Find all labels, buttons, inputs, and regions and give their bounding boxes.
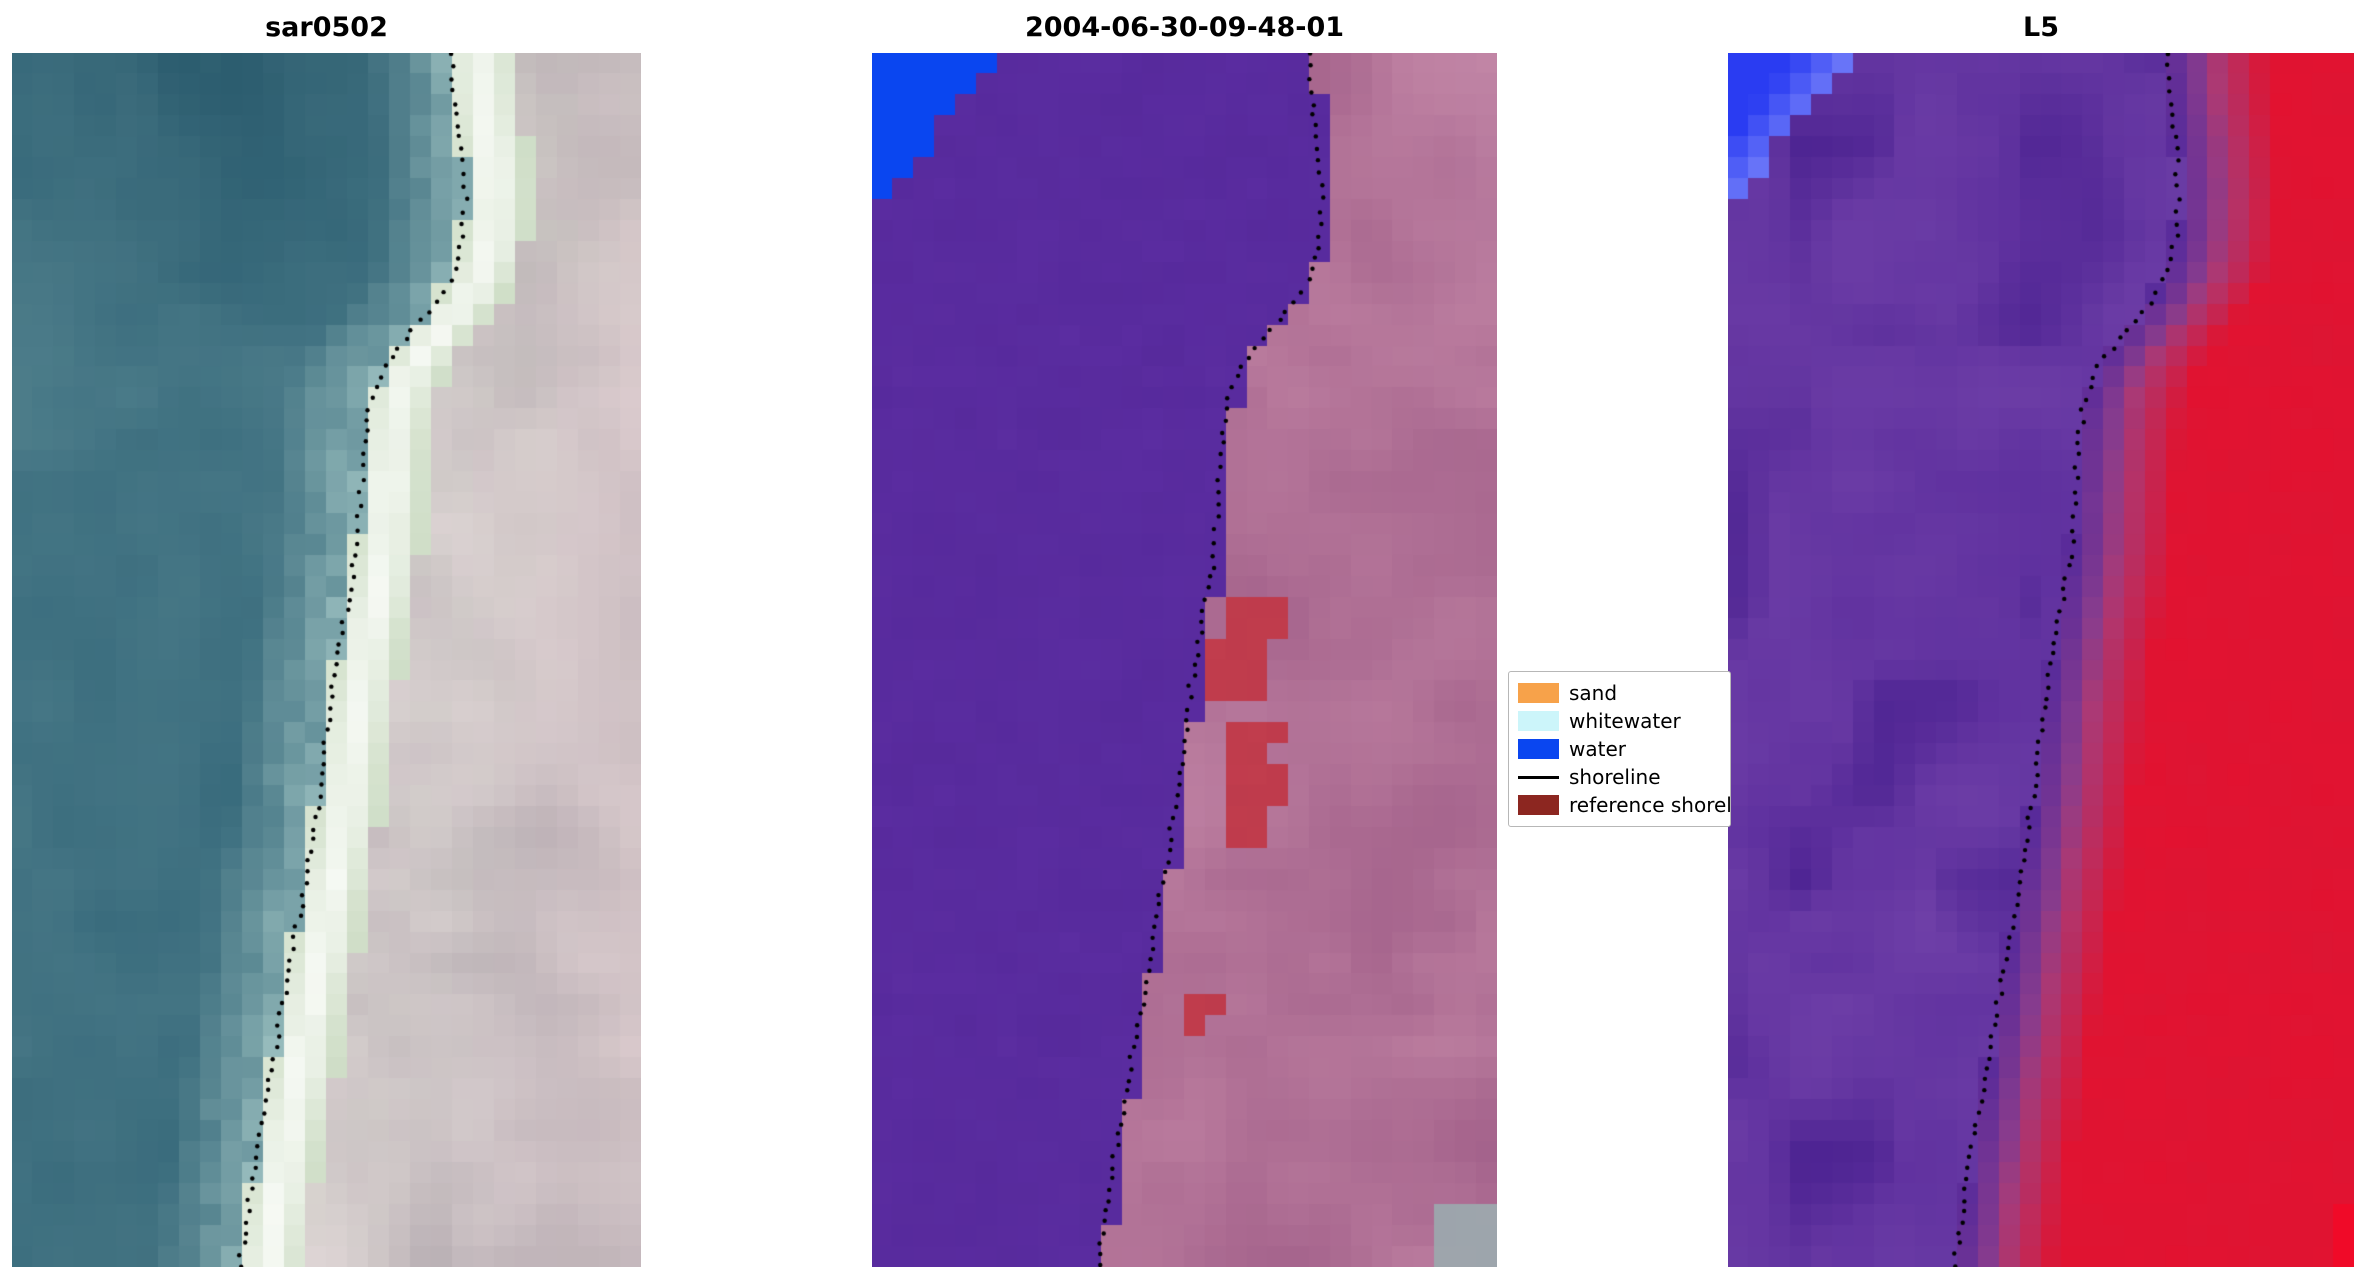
legend-item-whitewater: whitewater [1518, 707, 1730, 735]
legend-label-shoreline: shoreline [1569, 765, 1661, 789]
panel-title-datetime: 2004-06-30-09-48-01 [1024, 12, 1345, 43]
classified-image-panel [872, 53, 1497, 1267]
sar-image-panel [12, 53, 641, 1267]
legend-item-sand: sand [1518, 679, 1730, 707]
panel-title-sar0502: sar0502 [265, 12, 388, 43]
legend-label-whitewater: whitewater [1569, 709, 1681, 733]
legend-item-water: water [1518, 735, 1730, 763]
whitewater-swatch [1518, 711, 1559, 731]
shoreline-line-swatch [1518, 775, 1559, 779]
panel-title-l5: L5 [2023, 12, 2059, 43]
legend-item-shoreline: shoreline [1518, 763, 1730, 791]
legend: sand whitewater water shoreline referenc… [1508, 671, 1731, 827]
sand-swatch [1518, 683, 1559, 703]
legend-label-water: water [1569, 737, 1626, 761]
legend-item-reference-shoreline: reference shoreline [1518, 791, 1730, 819]
reference-shoreline-swatch [1518, 795, 1559, 815]
water-swatch [1518, 739, 1559, 759]
legend-label-sand: sand [1569, 681, 1618, 705]
l5-image-panel [1728, 53, 2354, 1267]
legend-label-reference-shoreline: reference shoreline [1569, 793, 1731, 817]
